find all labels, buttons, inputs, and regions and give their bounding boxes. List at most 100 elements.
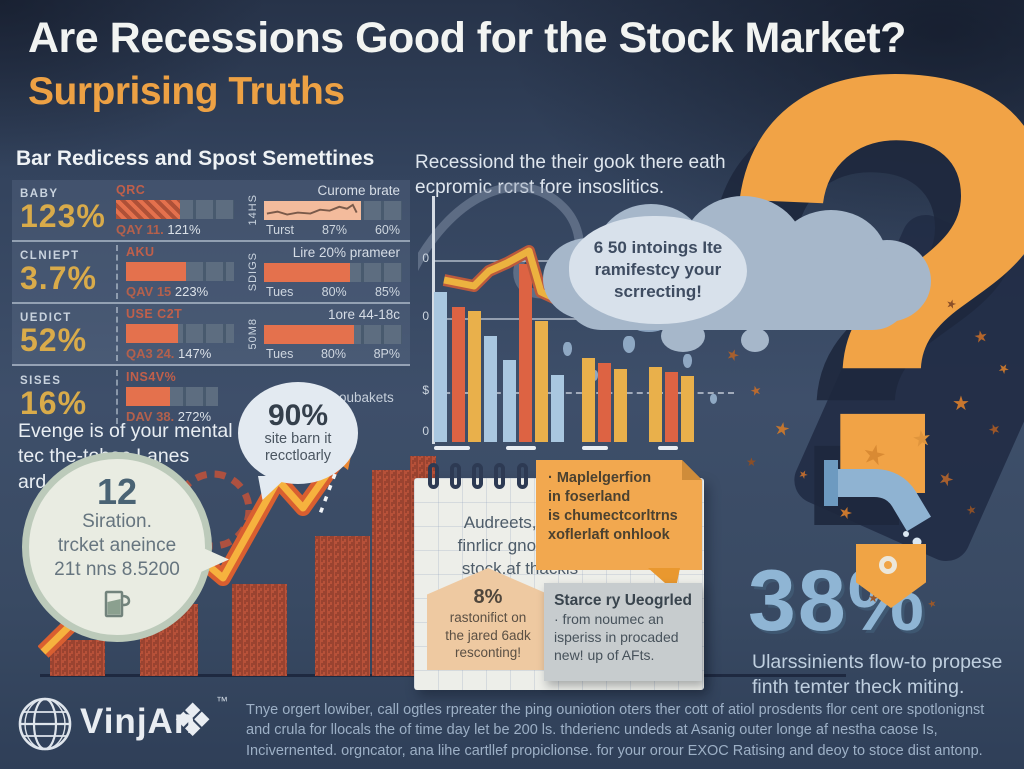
bar-red [519,264,532,442]
trend-a: Tues [266,285,294,299]
gray-note-text: · from noumec an isperiss in procaded ne… [554,611,679,664]
bar-sub-b: 147% [178,346,212,361]
stats-row-uedict: UEDICT 52% USE C2T QA3 24. 147% 50M8 1or… [12,304,410,366]
circle-line: Siration. [82,511,152,533]
shield-ring-icon [879,556,897,574]
trend-bar [232,584,287,676]
trend-c: 60% [374,223,400,237]
bar-fill [126,387,171,406]
circle-line: trcket aneince [57,535,177,557]
trend-a: Turst [266,223,295,237]
bar-sub-a: QAY 11. [116,222,164,237]
trend-c: 8P% [373,347,400,361]
trend-subtext: Turst 87% 60% [264,223,402,237]
spiral-ring-icon [428,463,439,489]
stat-value: 123% [20,197,106,234]
stat-value: 3.7% [20,259,97,296]
bar-blue [434,292,447,442]
stat-value: 52% [20,321,88,358]
bar-yellow [649,367,662,442]
percent-speech-bubble: 90% site barn it recctloarly [238,382,358,500]
trend-cell: Lire 20% prameer Tues 80% 85% [264,245,402,299]
bar-red [598,363,611,442]
trend-c: 85% [374,285,400,299]
bar-red [452,307,465,442]
bar-subtext: QAV 15 223% [126,284,234,299]
segmented-bar [116,200,234,219]
stats-heading: Bar Redicess and Spost Semettines [16,147,375,170]
bar-fill [116,200,180,219]
stat-label: UEDICT [20,311,72,324]
stats-row-baby: BABY 123% QRC QAY 11. 121% 14HS Curome b… [12,180,410,242]
gray-note-title: Starce ry Ueogrled [554,592,692,609]
brand-mark-icon: ❖ [172,694,214,746]
bar-yellow [535,321,548,442]
big-stat-caption: Ularssinients flow-to propese finth temt… [752,651,1003,698]
stat-bar-cell: INS4V% DAV 38. 272% [116,370,242,424]
segmented-bar [264,263,402,282]
trend-a: Tues [266,347,294,361]
y-tick-label: 0 [422,424,429,438]
bar-label: AKU [126,245,155,259]
bar-sub-a: QAV 15 [126,284,172,299]
x-tick [506,446,536,450]
circle-callout: 12 Siration. trcket aneince 21t nns 8.52… [22,452,229,642]
stats-row-sises: SISES 16% INS4V% DAV 38. 272% settery co… [12,366,410,428]
stat-cell: SISES 16% [20,375,116,420]
dashed-circle-decoration [173,470,253,550]
sticky-note: · Maplelgerfion in foserland is chumectc… [536,460,702,570]
trend-b: 80% [320,347,346,361]
bar-red [665,372,678,442]
faucet-icon [824,460,932,547]
raindrop-icon [710,394,717,404]
percent-value: 90% [267,398,329,432]
page-title: Are Recessions Good for the Stock Market… [28,14,906,62]
trend-subtext: Tues 80% 85% [264,285,402,299]
bar-sub-b: 121% [167,222,201,237]
bar-subtext: QA3 24. 147% [126,346,234,361]
segmented-bar [126,324,234,343]
spiral-ring-icon [494,463,506,489]
gray-note: Starce ry Ueogrled · from noumec an ispe… [544,583,702,681]
segmented-bar [126,387,218,406]
stats-row-clniept: CLNIEPT 3.7% AKU QAV 15 223% SDIGS Lire … [12,242,410,304]
stat-cell: BABY 123% [20,188,116,233]
bar-sub-a: QA3 24. [126,346,175,361]
stat-bar-cell: AKU QAV 15 223% [116,245,242,299]
stat-label: BABY [20,187,59,200]
bar-fill [264,263,350,282]
bar-label: QRC [116,183,146,197]
page-subtitle: Surprising Truths [28,70,345,113]
stats-panel: BABY 123% QRC QAY 11. 121% 14HS Curome b… [12,180,410,366]
spiral-ring-icon [450,463,462,489]
vertical-label: SDIGS [247,252,259,292]
bar-subtext: QAY 11. 121% [116,222,234,237]
stat-bar-cell: QRC QAY 11. 121% [116,183,242,237]
sticky-fold-icon [682,460,702,480]
bar-yellow [468,311,481,442]
vertical-label: 50M8 [247,318,259,350]
stats-table: BABY 123% QRC QAY 11. 121% 14HS Curome b… [12,180,410,428]
raindrop-icon [623,336,635,353]
sparkline-icon [266,203,358,216]
trend-title: Lire 20% prameer [292,245,400,260]
raindrop-icon [563,342,572,356]
stat-bar-cell: USE C2T QA3 24. 147% [116,307,242,361]
stat-cell: CLNIEPT 3.7% [20,250,116,295]
trademark-symbol: ™ [216,694,228,708]
bar-sub-b: 223% [174,284,209,299]
globe-icon [18,697,72,751]
bar-yellow [681,376,694,442]
bar-blue [551,375,564,442]
stat-value: 16% [20,384,88,421]
stat-label: SISES [20,374,62,387]
percent-line: recctloarly [264,448,332,464]
bar-fill [126,262,187,281]
cloud-bubble-text: 6 50 intoings Ite ramifestcy your scrrec… [569,216,747,324]
bar-fill [126,324,178,343]
circle-line: 21t nns 8.5200 [54,558,180,580]
trend-title: Curome brate [317,183,400,198]
recession-note: Recessiond the their gook there eath ecp… [415,152,726,199]
trend-cell: Curome brate Turst 87% 60% [264,183,402,237]
